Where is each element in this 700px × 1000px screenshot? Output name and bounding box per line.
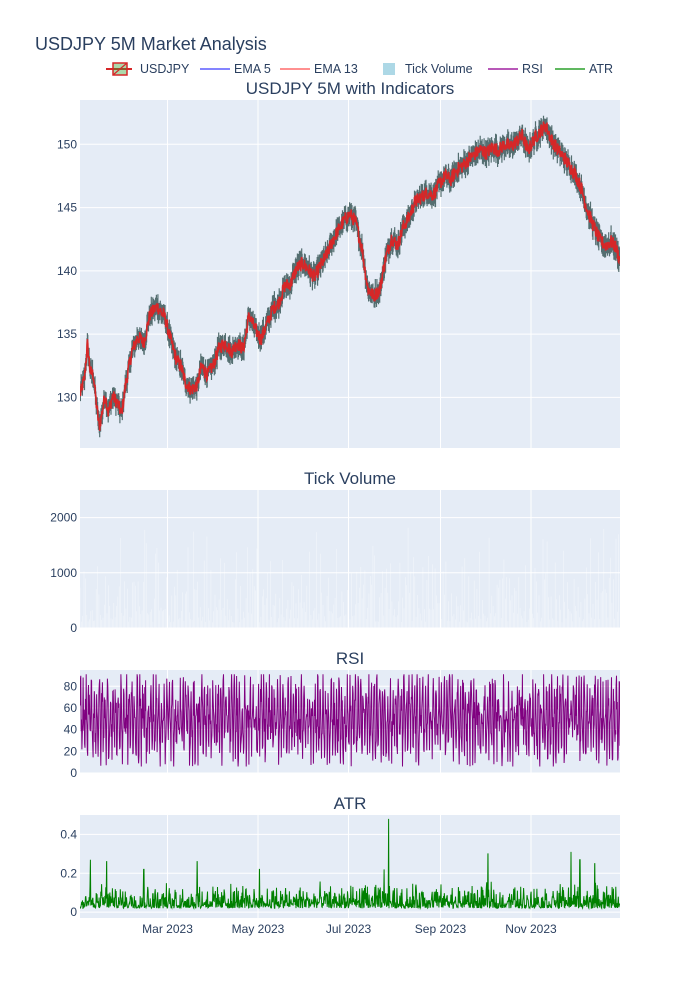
legend-label-5: ATR: [589, 62, 613, 76]
legend-label-3: Tick Volume: [405, 62, 473, 76]
atr-ytick-2: 0.4: [60, 827, 77, 841]
price-ytick-0: 130: [57, 390, 77, 404]
price-title: USDJPY 5M with Indicators: [246, 79, 454, 98]
volume-ytick-1: 1000: [50, 566, 77, 580]
price-marks: [80, 115, 620, 438]
legend[interactable]: USDJPY EMA 5 EMA 13 Tick Volume RSI ATR: [106, 62, 613, 76]
atr-marks: [80, 818, 620, 910]
legend-item-atr[interactable]: ATR: [555, 62, 613, 76]
price-ytick-3: 145: [57, 201, 77, 215]
legend-item-ema-5[interactable]: EMA 5: [200, 62, 271, 76]
rsi-ytick-3: 60: [64, 701, 78, 715]
rsi-ytick-4: 80: [64, 679, 78, 693]
volume-title: Tick Volume: [304, 469, 396, 488]
xtick-2: Jul 2023: [326, 922, 372, 936]
atr-ytick-1: 0.2: [60, 866, 77, 880]
rsi-line: [80, 674, 620, 767]
xtick-4: Nov 2023: [505, 922, 557, 936]
price-plot-area: [80, 100, 620, 448]
rsi-ytick-1: 20: [64, 744, 78, 758]
price-line: [80, 121, 620, 431]
chart-panels: 130 135 140 145 150 USDJPY 5M with Indicators…: [50, 79, 620, 919]
volume-ytick-2: 2000: [50, 511, 77, 525]
rsi-title: RSI: [336, 649, 364, 668]
xtick-1: May 2023: [232, 922, 285, 936]
volume-bars: [80, 527, 619, 628]
atr-ytick-0: 0: [70, 905, 77, 919]
xtick-0: Mar 2023: [142, 922, 193, 936]
volume-marks: [80, 527, 619, 628]
rsi-ytick-0: 0: [70, 766, 77, 780]
price-panel: 130 135 140 145 150 USDJPY 5M with Indicators: [57, 79, 620, 448]
chart-title: USDJPY 5M Market Analysis: [35, 34, 267, 54]
volume-panel: 0 1000 2000 Tick Volume: [50, 469, 620, 635]
legend-item-rsi[interactable]: RSI: [488, 62, 543, 76]
volume-ytick-0: 0: [70, 621, 77, 635]
rsi-panel: 0 20 40 60 80 RSI: [64, 649, 620, 780]
rsi-ytick-2: 40: [64, 723, 78, 737]
atr-line: [80, 818, 620, 910]
price-ytick-1: 135: [57, 327, 77, 341]
atr-panel: 0 0.2 0.4 ATR: [60, 794, 620, 919]
legend-item-tick-volume[interactable]: Tick Volume: [383, 62, 473, 76]
x-axis: Mar 2023 May 2023 Jul 2023 Sep 2023 Nov 2023: [142, 922, 557, 936]
legend-label-2: EMA 13: [314, 62, 358, 76]
price-ytick-2: 140: [57, 264, 77, 278]
volume-plot-area: [80, 490, 620, 628]
xtick-3: Sep 2023: [415, 922, 467, 936]
rsi-marks: [80, 674, 620, 767]
legend-label-4: RSI: [522, 62, 543, 76]
atr-title: ATR: [334, 794, 367, 813]
legend-label-1: EMA 5: [234, 62, 271, 76]
legend-item-ema-13[interactable]: EMA 13: [280, 62, 358, 76]
price-ytick-4: 150: [57, 137, 77, 151]
legend-label-0: USDJPY: [140, 62, 190, 76]
legend-item-usdjpy[interactable]: USDJPY: [106, 62, 190, 76]
